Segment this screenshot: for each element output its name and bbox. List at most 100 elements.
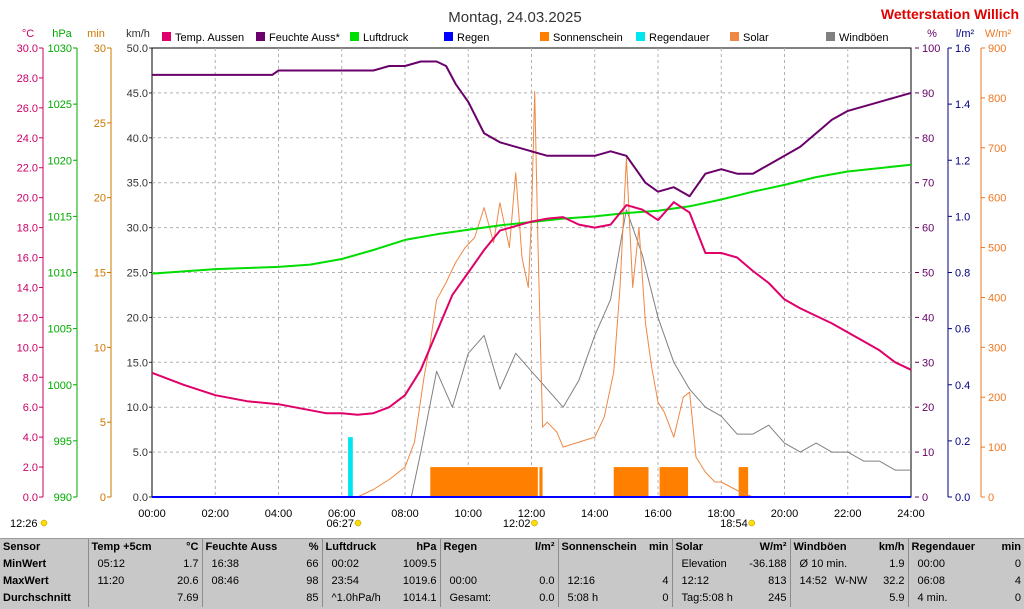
stats-column-header: Regendauer min — [907, 539, 1024, 556]
solar-tick-label: 700 — [988, 143, 1006, 155]
stats-column-unit: °C — [186, 541, 199, 553]
legend-label: Temp. Aussen — [175, 32, 244, 44]
stats-column-unit: min — [1001, 541, 1021, 553]
axes: 00:00 02:00 04:00 06:00 08:00 10:00 12:00 14:00… — [17, 28, 1012, 520]
humidity-tick-label: 50 — [922, 268, 934, 280]
series-temperature — [151, 201, 912, 416]
stats-cell: 00:00 0.0 — [439, 573, 558, 590]
time-marker-label: 12:02 — [503, 518, 531, 530]
x-tick-label: 18:00 — [707, 508, 735, 520]
humidity-tick-label: 80 — [922, 133, 934, 145]
stats-extra — [727, 558, 735, 570]
stats-cell: 85 — [201, 590, 322, 607]
rain-unit-label: l/m² — [956, 28, 975, 40]
stats-value: 7.69 — [177, 592, 199, 604]
minutes-tick-label: 0 — [100, 492, 106, 504]
stats-time: Ø 10 min. — [799, 558, 848, 570]
stats-time: 00:02 — [331, 558, 360, 570]
stats-extra — [125, 558, 133, 570]
wind-tick-label: 35.0 — [127, 178, 148, 190]
legend-label: Solar — [743, 32, 769, 44]
time-marker-dot — [354, 519, 362, 527]
stats-cell: Elevation -36.188 — [671, 556, 790, 573]
solar-tick-label: 800 — [988, 93, 1006, 105]
pressure-tick-label: 995 — [54, 436, 72, 448]
stats-value: 85 — [306, 592, 319, 604]
legend-swatch — [256, 32, 265, 41]
legend-swatch — [162, 32, 171, 41]
legend-label: Regendauer — [649, 32, 710, 44]
stats-extra — [450, 558, 458, 570]
stats-column-header: Sonnenschein min — [557, 539, 672, 556]
rain-tick-label: 1.4 — [955, 99, 970, 111]
pressure-tick-label: 1025 — [48, 99, 72, 111]
temp-tick-label: 0.0 — [23, 492, 38, 504]
x-tick-label: 16:00 — [644, 508, 672, 520]
weather-chart: Montag, 24.03.2025 Wetterstation Willich… — [10, 6, 1019, 530]
minutes-tick-label: 20 — [94, 193, 106, 205]
stats-time — [794, 592, 800, 604]
grid — [151, 47, 912, 498]
stats-column-unit: hPa — [416, 541, 437, 553]
stats-column-header: Sensor — [0, 539, 88, 556]
temp-tick-label: 18.0 — [17, 223, 38, 235]
stats-column-title: Sonnenschein — [561, 541, 637, 553]
stats-cell: 4 min. 0 — [907, 590, 1024, 607]
x-tick-label: 02:00 — [201, 508, 229, 520]
stats-cell — [557, 556, 672, 573]
stats-time: 23:54 — [331, 575, 360, 587]
minutes-tick-label: 15 — [94, 268, 106, 280]
solar-tick-label: 400 — [988, 292, 1006, 304]
stats-time — [92, 592, 98, 604]
rain-tick-label: 0.6 — [955, 324, 970, 336]
wind-tick-label: 15.0 — [127, 357, 148, 369]
rain-tick-label: 0.4 — [955, 380, 970, 392]
x-tick-label: 04:00 — [265, 508, 293, 520]
stats-column-unit: l/m² — [534, 541, 555, 553]
stats-extra — [381, 592, 389, 604]
temp-tick-label: 22.0 — [17, 163, 38, 175]
rainduration-bar — [348, 437, 353, 497]
sunshine-bar — [430, 467, 538, 497]
x-tick-label: 06:00 — [328, 508, 356, 520]
temp-tick-label: 24.0 — [17, 133, 38, 145]
temp-tick-label: 10.0 — [17, 342, 38, 354]
station-name: Wetterstation Willich — [881, 6, 1019, 22]
minutes-tick-label: 30 — [94, 43, 106, 55]
wind-unit-label: km/h — [126, 28, 150, 40]
sunshine-bar — [539, 467, 543, 497]
stats-cell: 06:08 4 — [907, 573, 1024, 590]
humidity-tick-label: 0 — [922, 492, 928, 504]
stats-column-unit: % — [308, 541, 319, 553]
chart-title: Montag, 24.03.2025 — [448, 9, 581, 26]
stats-extra — [124, 575, 132, 587]
pressure-tick-label: 1000 — [48, 380, 72, 392]
temp-tick-label: 26.0 — [17, 103, 38, 115]
legend-swatch — [444, 32, 453, 41]
stats-cell: 05:12 1.7 — [87, 556, 202, 573]
stats-column-title: Regen — [443, 541, 478, 553]
stats-extra — [239, 558, 247, 570]
stats-time: 08:46 — [211, 575, 240, 587]
stats-extra — [98, 592, 106, 604]
humidity-tick-label: 20 — [922, 402, 934, 414]
time-marker-dot — [748, 519, 755, 527]
stats-cell: 00:00 0 — [907, 556, 1024, 573]
stats-value: 66 — [306, 558, 319, 570]
stats-time — [562, 558, 568, 570]
wind-tick-label: 0.0 — [133, 492, 148, 504]
stats-time: 00:00 — [449, 575, 478, 587]
stats-time: 12:16 — [567, 575, 596, 587]
sunshine-bar — [659, 467, 689, 497]
stats-cell: 16:38 66 — [201, 556, 322, 573]
legend-label: Feuchte Auss* — [269, 32, 341, 44]
stats-value: 98 — [306, 575, 319, 587]
stats-column-unit: km/h — [878, 541, 905, 553]
stats-cell: 14:52 W-NW 32.2 — [789, 573, 908, 590]
legend-swatch — [730, 32, 739, 41]
stats-header-row: Sensor Temp +5cm °C Feuchte Auss% Luftdruck h… — [0, 539, 1024, 556]
wind-tick-label: 50.0 — [127, 43, 148, 55]
solar-tick-label: 500 — [988, 243, 1006, 255]
stats-time: 05:12 — [97, 558, 126, 570]
legend-label: Windböen — [839, 32, 889, 44]
